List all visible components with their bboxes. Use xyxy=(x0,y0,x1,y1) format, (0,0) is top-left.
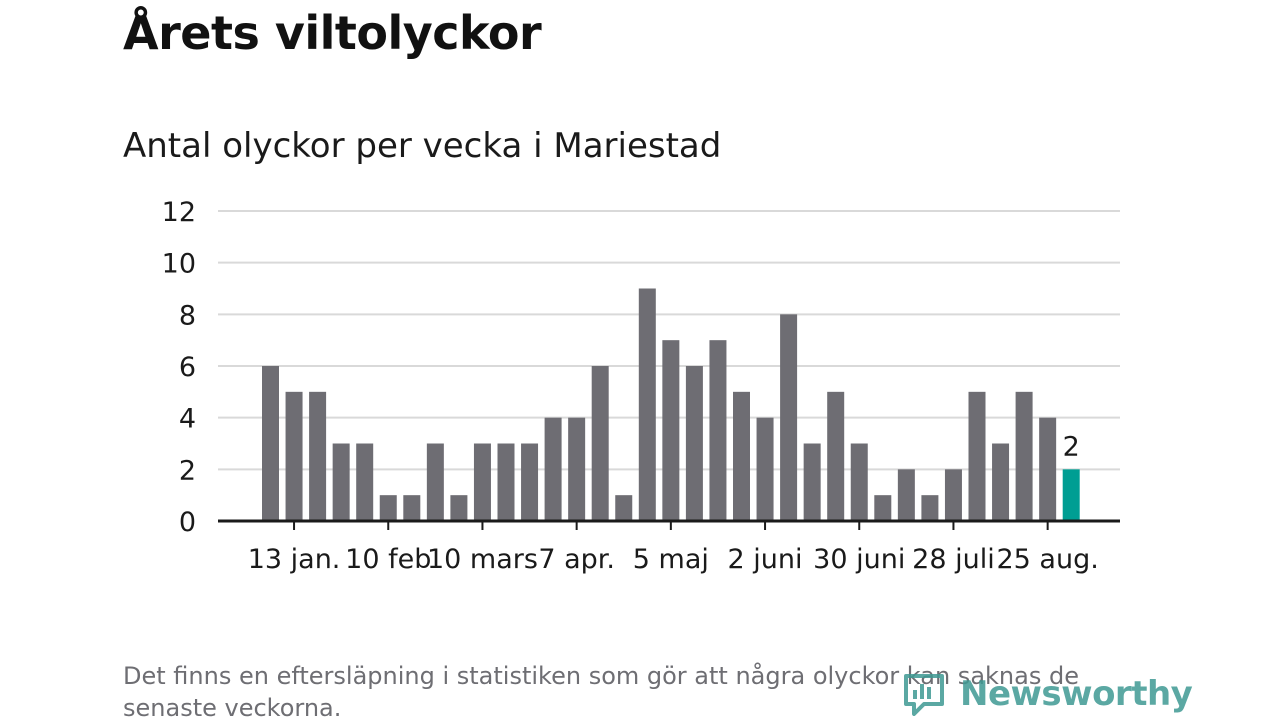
bar xyxy=(426,443,444,521)
bar xyxy=(591,366,609,521)
bar xyxy=(733,391,750,521)
bar xyxy=(568,417,586,521)
bar xyxy=(685,366,703,521)
newsworthy-logo-icon xyxy=(904,674,944,716)
bar xyxy=(285,391,303,521)
bar xyxy=(1039,417,1057,521)
y-axis-ticks: 0 2 4 6 8 10 12 xyxy=(162,197,196,538)
y-tick-label: 10 xyxy=(162,249,196,280)
bar xyxy=(309,391,327,521)
x-tick-label: 5 maj xyxy=(633,544,709,575)
bar xyxy=(356,443,374,521)
bar xyxy=(379,495,397,521)
bar xyxy=(662,340,680,521)
chart-title: Årets viltolyckor xyxy=(123,6,542,60)
bar xyxy=(709,340,727,521)
bar-highlight xyxy=(1062,469,1080,521)
x-tick-label: 10 mars xyxy=(427,544,538,575)
bar xyxy=(897,469,915,521)
x-tick-label: 28 juli xyxy=(912,544,995,575)
data-labels: 2 xyxy=(1063,431,1080,462)
bar xyxy=(803,443,821,521)
bar xyxy=(850,443,868,521)
bar xyxy=(521,443,539,521)
bar xyxy=(968,391,986,521)
bar xyxy=(544,417,562,521)
bar xyxy=(874,495,892,521)
data-label-highlight: 2 xyxy=(1063,431,1080,462)
bar xyxy=(944,469,962,521)
y-tick-label: 0 xyxy=(179,507,196,538)
bar xyxy=(262,366,279,521)
x-tick-label: 13 jan. xyxy=(248,544,341,575)
y-tick-label: 2 xyxy=(179,455,196,486)
bar xyxy=(638,288,656,521)
bar xyxy=(992,443,1010,521)
chart-subtitle: Antal olyckor per vecka i Mariestad xyxy=(123,126,722,166)
bar xyxy=(497,443,515,521)
bar xyxy=(403,495,421,521)
y-tick-label: 6 xyxy=(179,352,196,383)
bars xyxy=(262,288,1080,521)
bar xyxy=(615,495,633,521)
x-tick-label: 30 juni xyxy=(813,544,905,575)
x-tick-label: 2 juni xyxy=(728,544,803,575)
bar xyxy=(756,417,774,521)
x-tick-label: 10 feb xyxy=(345,544,431,575)
brand-name: Newsworthy xyxy=(960,674,1193,714)
y-tick-label: 12 xyxy=(162,197,196,228)
x-tick-label: 25 aug. xyxy=(996,544,1098,575)
bar xyxy=(827,391,845,521)
brand-logo: Newsworthy xyxy=(902,672,1193,716)
bar xyxy=(780,314,798,521)
x-tick-label: 7 apr. xyxy=(538,544,615,575)
y-tick-label: 8 xyxy=(179,300,196,331)
bar xyxy=(473,443,491,521)
bar xyxy=(1015,391,1033,521)
bar xyxy=(332,443,350,521)
bar xyxy=(921,495,939,521)
y-tick-label: 4 xyxy=(179,404,196,435)
bar xyxy=(450,495,468,521)
